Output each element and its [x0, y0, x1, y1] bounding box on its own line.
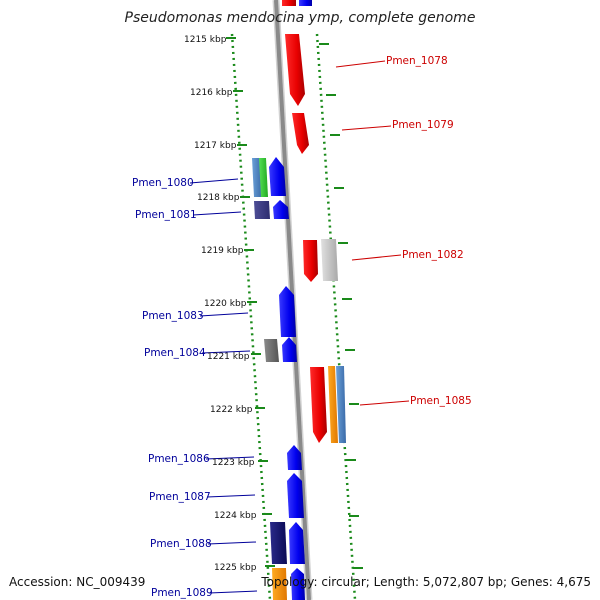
gene-arrow-pmen-1088[interactable] [289, 522, 305, 564]
gene-box-slate-1081a[interactable] [254, 201, 270, 219]
kbp-label: 1223 kbp [212, 458, 255, 468]
gene-label-pmen-1089[interactable]: Pmen_1089 [151, 587, 213, 599]
kbp-label: 1215 kbp [184, 35, 227, 45]
kbp-label: 1219 kbp [201, 246, 244, 256]
gene-label-pmen-1080[interactable]: Pmen_1080 [132, 177, 194, 189]
kbp-label: 1225 kbp [214, 563, 257, 573]
kbp-label: 1222 kbp [210, 405, 253, 415]
right-ruler-line [315, 33, 357, 600]
gene-arrow-pmen-1078[interactable] [285, 34, 305, 106]
gene-label-pmen-1086[interactable]: Pmen_1086 [148, 453, 210, 465]
gene-arrow-pmen-1089[interactable] [291, 568, 305, 600]
gene-label-pmen-1085[interactable]: Pmen_1085 [410, 395, 472, 407]
gene-label-pmen-1081[interactable]: Pmen_1081 [135, 209, 197, 221]
gene-box-grey-1082b[interactable] [321, 239, 338, 281]
kbp-label: 1221 kbp [207, 352, 250, 362]
gene-box-navy-1088a[interactable] [270, 522, 287, 564]
ruler-ticks [226, 37, 363, 569]
gene-label-pmen-1087[interactable]: Pmen_1087 [149, 491, 211, 503]
gene-box-steel-1085c[interactable] [336, 366, 346, 443]
map-title: Pseudomonas mendocina ymp, complete geno… [124, 10, 476, 26]
gene-labels: Pmen_1078 Pmen_1079 Pmen_1080 Pmen_1081 … [132, 55, 472, 599]
kbp-label: 1220 kbp [204, 299, 247, 309]
gene-arrow-offscreen-top [299, 0, 312, 6]
gene-label-pmen-1088[interactable]: Pmen_1088 [150, 538, 212, 550]
gene-arrow-pmen-1080[interactable] [269, 157, 286, 196]
gene-arrow-pmen-1079[interactable] [292, 113, 309, 154]
kbp-label: 1218 kbp [197, 193, 240, 203]
gene-box-green-1080b[interactable] [259, 158, 268, 197]
gene-arrow-pmen-1083[interactable] [279, 286, 296, 337]
gene-label-pmen-1084[interactable]: Pmen_1084 [144, 347, 206, 359]
gene-label-pmen-1083[interactable]: Pmen_1083 [142, 310, 204, 322]
gene-label-pmen-1082[interactable]: Pmen_1082 [402, 249, 464, 261]
gene-label-pmen-1079[interactable]: Pmen_1079 [392, 119, 454, 131]
kbp-label: 1217 kbp [194, 141, 237, 151]
kbp-label: 1224 kbp [214, 511, 257, 521]
gene-label-pmen-1078[interactable]: Pmen_1078 [386, 55, 448, 67]
left-ruler-line [230, 33, 272, 600]
accession-text: Accession: NC_009439 [9, 575, 146, 589]
gene-arrow-pmen-1086[interactable] [287, 445, 302, 470]
genome-info-text: Topology: circular; Length: 5,072,807 bp… [261, 575, 591, 589]
gene-arrow-pmen-1082[interactable] [303, 240, 318, 282]
gene-arrow-offscreen-top [282, 0, 296, 6]
gene-arrow-pmen-1084[interactable] [282, 337, 297, 362]
kbp-label: 1216 kbp [190, 88, 233, 98]
gene-box-orange-1089a[interactable] [272, 568, 287, 600]
kbp-tick-labels: 1215 kbp 1216 kbp 1217 kbp 1218 kbp 1219… [184, 35, 257, 573]
gene-arrow-pmen-1085[interactable] [310, 367, 327, 443]
gene-arrow-pmen-1087[interactable] [287, 473, 304, 518]
leader-lines [189, 60, 410, 594]
gene-arrow-pmen-1081[interactable] [273, 200, 289, 219]
gene-box-orange-1085b[interactable] [328, 366, 338, 443]
gene-box-darkgrey-1084a[interactable] [264, 339, 279, 362]
